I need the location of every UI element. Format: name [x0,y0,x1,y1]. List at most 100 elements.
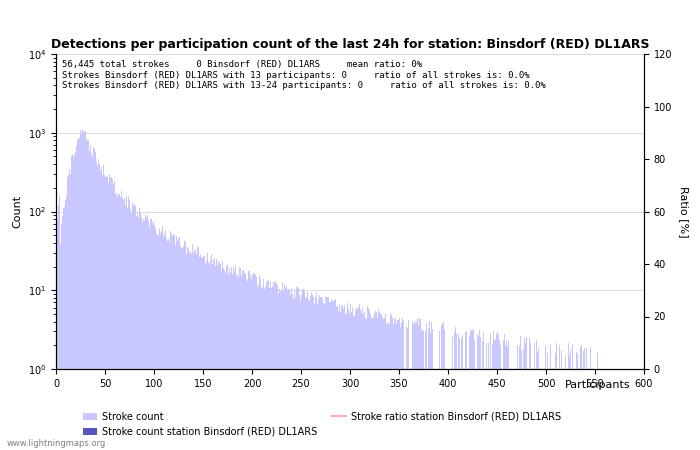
Bar [69,169,70,450]
Bar [180,246,181,450]
Bar [155,228,156,450]
Bar [342,305,343,450]
Bar [87,139,88,450]
Bar [137,213,138,450]
Bar [91,153,92,450]
Bar [132,202,133,450]
Bar [111,177,112,450]
Bar [538,348,539,450]
Bar [498,335,500,450]
Bar [273,282,274,450]
Bar [83,131,84,450]
Bar [454,331,456,450]
Bar [523,350,524,450]
Bar [129,200,130,450]
Bar [121,191,122,450]
Bar [320,297,321,450]
Bar [256,277,258,450]
Bar [351,312,353,450]
Bar [187,247,188,450]
Bar [495,340,496,450]
Bar [329,302,330,450]
Bar [174,235,175,450]
Bar [62,216,63,450]
Bar [334,300,335,450]
Bar [353,307,354,450]
Bar [576,352,577,450]
Bar [170,231,171,450]
Bar [570,349,571,450]
Bar [415,324,416,450]
Bar [272,287,273,450]
Bar [103,165,104,450]
Bar [207,253,209,450]
Bar [286,285,287,450]
Bar [565,356,566,450]
Bar [222,261,223,450]
Bar [432,329,433,450]
Bar [108,183,109,450]
Bar [76,147,77,450]
Bar [216,259,217,450]
Bar [412,321,413,450]
Bar [407,328,408,450]
Bar [525,342,526,450]
Bar [426,323,427,450]
Bar [236,276,237,450]
Title: Detections per participation count of the last 24h for station: Binsdorf (RED) D: Detections per participation count of th… [50,38,650,51]
Bar [337,310,339,450]
Bar [188,249,189,450]
Bar [199,254,201,450]
Bar [178,238,179,450]
Bar [88,140,89,450]
Bar [314,304,315,450]
Bar [441,325,442,450]
Bar [372,318,373,450]
Bar [586,347,587,450]
Bar [356,309,358,450]
Bar [251,279,253,450]
Bar [133,205,134,450]
Bar [82,130,83,450]
Bar [120,197,121,450]
Bar [162,226,163,450]
Bar [392,318,393,450]
Bar [135,206,136,450]
Bar [212,264,214,450]
Bar [65,199,66,450]
Bar [244,273,245,450]
Bar [282,282,283,450]
Bar [419,318,420,450]
Bar [319,295,320,450]
Bar [402,319,403,450]
Bar [177,241,178,450]
Bar [96,161,97,450]
Bar [92,147,94,450]
Bar [373,317,374,450]
Bar [171,234,172,450]
Bar [218,261,219,450]
Bar [439,331,440,450]
Bar [243,270,244,450]
Bar [253,273,255,450]
Bar [458,333,459,450]
Bar [422,331,423,450]
Bar [284,284,285,450]
Bar [90,144,91,450]
Bar [239,268,241,450]
Bar [459,339,461,450]
Bar [225,273,226,450]
Bar [529,338,530,450]
Bar [385,313,386,450]
Bar [478,336,479,450]
Bar [354,316,356,450]
Bar [420,319,421,450]
Bar [139,208,140,450]
Bar [118,194,119,450]
Bar [214,258,216,450]
Bar [146,217,147,450]
Bar [63,208,64,450]
Bar [366,319,368,450]
Bar [506,340,507,450]
Bar [260,279,261,450]
